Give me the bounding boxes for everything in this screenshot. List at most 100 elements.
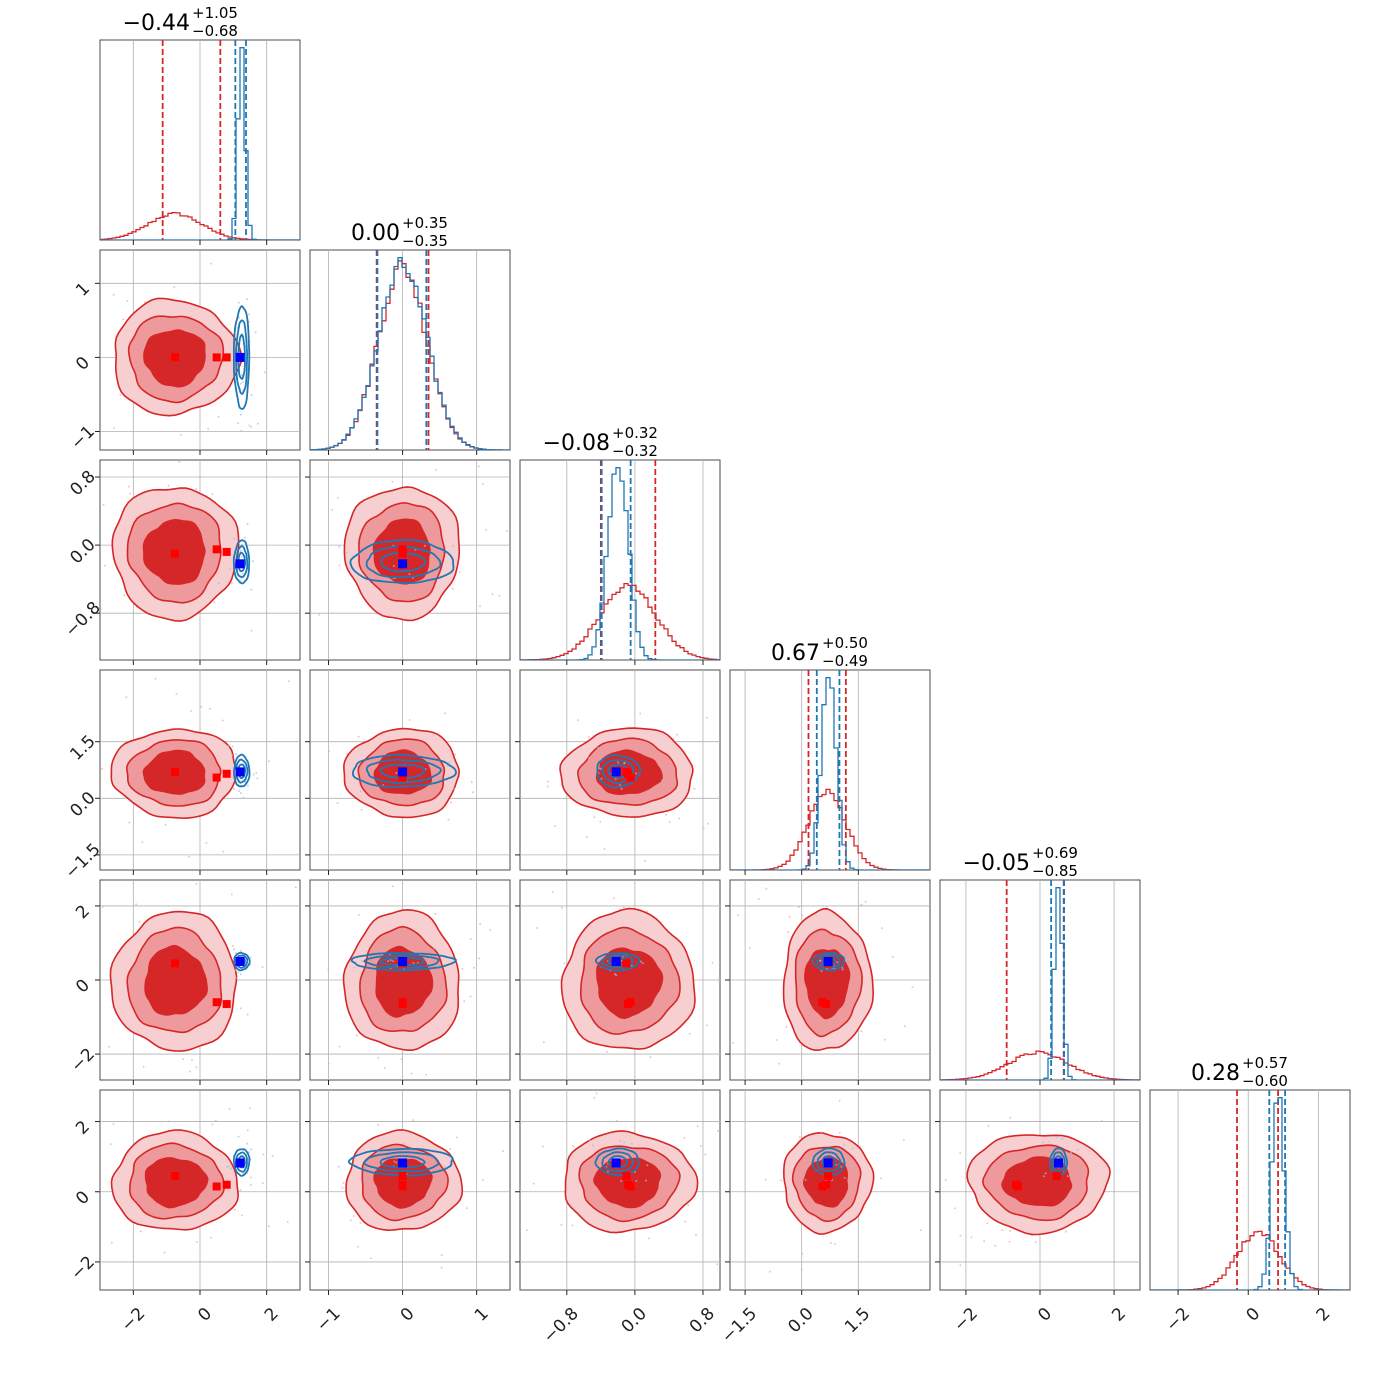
red-marker xyxy=(398,1180,407,1189)
blue-scatter-point xyxy=(439,538,442,541)
panel-content xyxy=(944,1116,1140,1267)
red-scatter-point xyxy=(205,841,208,844)
red-scatter-point xyxy=(595,1092,598,1095)
red-scatter-point xyxy=(195,882,198,885)
red-scatter-point xyxy=(210,262,212,265)
y-tick-label: 0.8 xyxy=(66,467,99,500)
red-marker xyxy=(222,1180,231,1189)
x-tick-label: 2 xyxy=(1108,1304,1130,1326)
blue-contour-mid xyxy=(363,1151,440,1173)
x-tick-label: −2 xyxy=(117,1304,149,1336)
x-tick-label: 0 xyxy=(1034,1304,1056,1326)
red-scatter-point xyxy=(737,914,740,917)
blue-scatter-point xyxy=(851,1147,854,1150)
blue-scatter-point xyxy=(237,301,240,304)
y-tick-label: −2 xyxy=(67,1045,99,1077)
red-scatter-point xyxy=(255,771,258,774)
panel-frame xyxy=(519,459,721,661)
red-scatter-point xyxy=(113,426,115,429)
blue-scatter-point xyxy=(828,1149,831,1151)
red-histogram xyxy=(520,582,720,660)
blue-scatter-point xyxy=(239,413,242,416)
blue-scatter-point xyxy=(338,545,341,548)
red-scatter-point xyxy=(510,1006,512,1008)
blue-scatter-point xyxy=(591,1144,594,1147)
red-scatter-point xyxy=(664,813,667,816)
red-scatter-point xyxy=(1009,1116,1012,1119)
blue-contour-inner xyxy=(378,956,425,966)
red-scatter-point xyxy=(58,608,60,610)
red-scatter-point xyxy=(711,961,714,964)
panel-frame xyxy=(1149,1089,1351,1291)
x-tick-label: 0 xyxy=(397,1304,419,1326)
red-scatter-point xyxy=(479,605,481,608)
red-scatter-point xyxy=(267,760,270,763)
y-tick-label: −1.5 xyxy=(61,840,104,883)
blue-scatter-point xyxy=(1076,1148,1079,1151)
blue-scatter-point xyxy=(850,1160,853,1163)
red-marker xyxy=(624,1000,633,1009)
panel-content xyxy=(764,1099,922,1273)
blue-scatter-point xyxy=(1070,1156,1073,1158)
red-scatter-point xyxy=(768,1270,771,1273)
blue-scatter-point xyxy=(395,772,398,774)
red-scatter-point xyxy=(425,1073,428,1076)
panel-4-0: −2 0 2 xyxy=(67,879,301,1085)
title-median: −0.08 xyxy=(543,431,610,456)
panel-content xyxy=(328,712,474,821)
blue-contour-inner xyxy=(379,763,426,780)
blue-contour-mid xyxy=(816,1151,842,1173)
x-tick-label: 2 xyxy=(261,1304,283,1326)
x-tick-label: 2 xyxy=(1313,1304,1335,1326)
title-median: 0.00 xyxy=(351,221,400,246)
blue-scatter-point xyxy=(389,959,392,962)
blue-scatter-point xyxy=(443,1165,446,1168)
red-scatter-point xyxy=(392,885,394,888)
blue-contour-mid xyxy=(601,1151,635,1173)
red-scatter-point xyxy=(554,825,556,827)
red-scatter-point xyxy=(902,1139,905,1142)
red-scatter-point xyxy=(400,1058,403,1061)
red-scatter-point xyxy=(785,1026,788,1029)
blue-contour-outer xyxy=(233,951,251,972)
red-scatter-point xyxy=(211,493,214,495)
blue-scatter-point xyxy=(251,560,254,563)
red-scatter-point xyxy=(716,1263,719,1266)
blue-contour-outer xyxy=(1048,1147,1069,1176)
title-minus: −0.60 xyxy=(1242,1072,1288,1090)
red-scatter-point xyxy=(1009,1230,1012,1232)
red-scatter-point xyxy=(450,801,453,804)
red-scatter-point xyxy=(911,986,914,989)
panel-5-5: 0.28 +0.57−0.60 −2 0 2 xyxy=(1149,1054,1351,1336)
red-scatter-point xyxy=(528,445,530,447)
red-scatter-point xyxy=(95,320,97,322)
title-minus: −0.32 xyxy=(612,442,658,460)
red-scatter-point xyxy=(127,485,130,488)
red-marker xyxy=(622,959,631,968)
blue-scatter-point xyxy=(598,957,600,960)
red-scatter-point xyxy=(683,1137,686,1139)
red-scatter-point xyxy=(615,1119,618,1122)
blue-scatter-point xyxy=(237,422,239,425)
blue-scatter-point xyxy=(250,588,253,591)
red-scatter-point xyxy=(465,1207,468,1210)
blue-scatter-point xyxy=(380,795,383,798)
red-scatter-point xyxy=(112,293,115,296)
panel-content xyxy=(520,460,720,660)
red-scatter-point xyxy=(434,913,437,915)
blue-scatter-point xyxy=(248,1151,251,1154)
blue-scatter-point xyxy=(425,1164,428,1167)
red-scatter-point xyxy=(125,696,128,699)
red-scatter-point xyxy=(195,488,198,490)
blue-scatter-point xyxy=(840,1165,843,1168)
red-scatter-point xyxy=(864,900,867,903)
red-scatter-point xyxy=(572,1145,575,1148)
red-scatter-point xyxy=(678,817,681,820)
red-scatter-point xyxy=(135,903,138,906)
red-scatter-point xyxy=(444,712,446,715)
red-marker xyxy=(1052,1171,1061,1180)
red-scatter-point xyxy=(546,785,549,788)
blue-scatter-point xyxy=(367,575,370,578)
red-scatter-point xyxy=(1138,1148,1140,1150)
panel-content xyxy=(1150,1090,1350,1290)
